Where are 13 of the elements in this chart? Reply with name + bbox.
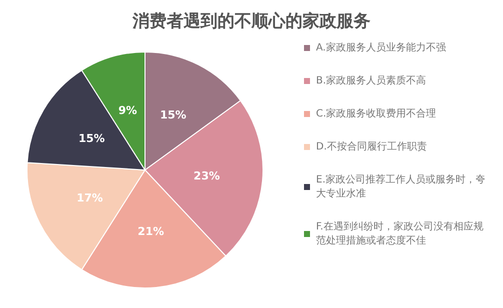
legend-label: E.家政公司推荐工作人员或服务时，夸大专业水准 bbox=[316, 174, 486, 200]
data-label: 21% bbox=[138, 225, 164, 238]
chart-title: 消费者遇到的不顺心的家政服务 bbox=[132, 12, 370, 32]
data-label: 17% bbox=[76, 192, 103, 205]
legend-label: B.家政服务人员素质不高 bbox=[316, 74, 426, 86]
data-label: 15% bbox=[78, 132, 105, 145]
legend-label: C.家政服务收取费用不合理 bbox=[316, 108, 436, 120]
data-label: 23% bbox=[194, 169, 220, 182]
data-label: 15% bbox=[160, 108, 186, 122]
legend-label: A.家政服务人员业务能力不强 bbox=[316, 42, 446, 54]
data-label: 9% bbox=[118, 104, 138, 117]
legend-label: F.在遇到纠纷时，家政公司没有相应规范处理措施或者态度不佳 bbox=[316, 220, 484, 246]
legend-label: D.不按合同履行工作职责 bbox=[316, 140, 427, 152]
